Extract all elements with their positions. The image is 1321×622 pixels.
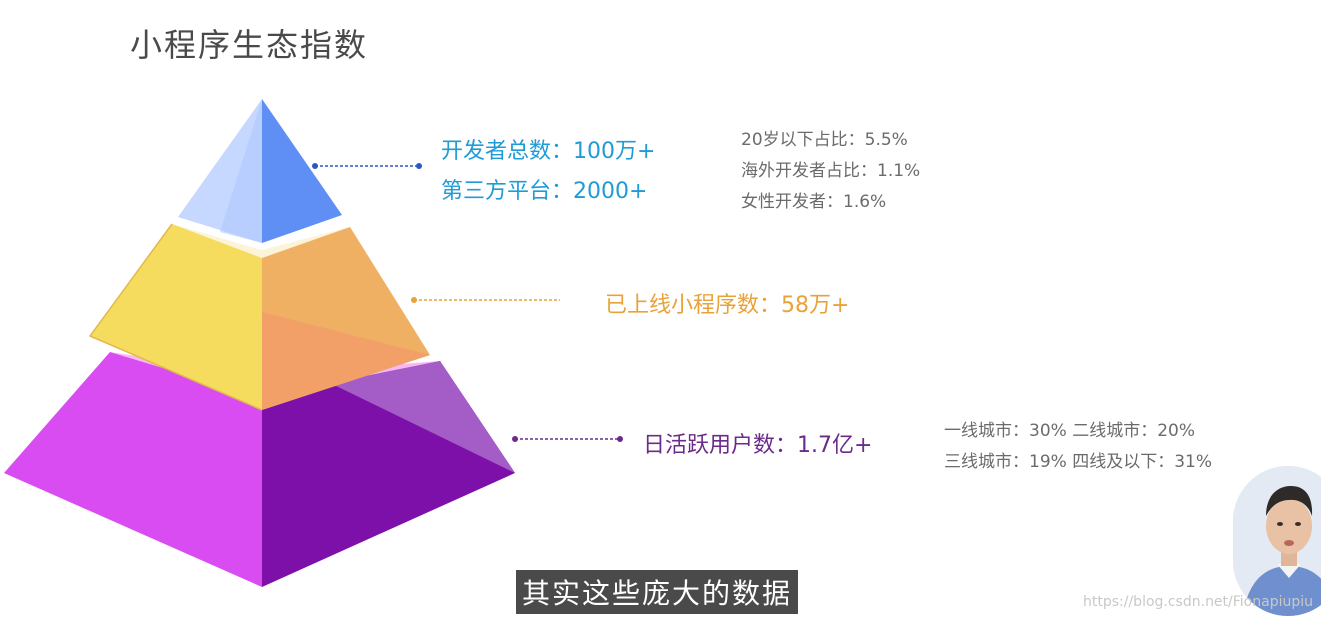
pyramid-top-mid-shade bbox=[220, 99, 262, 243]
tier-1-2-city-ratio: 一线城市：30% 二线城市：20% bbox=[944, 421, 1195, 441]
pyramid-middle-right-shade bbox=[262, 312, 430, 410]
pyramid-tier-middle bbox=[88, 223, 430, 411]
pyramid-tier-bottom bbox=[4, 352, 515, 587]
video-subtitle: 其实这些庞大的数据 bbox=[516, 570, 799, 614]
connector-top bbox=[312, 163, 422, 169]
third-party-platform-label: 第三方平台：2000+ bbox=[441, 179, 648, 204]
connector-middle bbox=[411, 297, 560, 303]
pyramid-bottom-left-face bbox=[4, 352, 262, 587]
connector-bottom-tail bbox=[560, 436, 623, 442]
watermark: https://blog.csdn.net/Fionapiupiu bbox=[1083, 594, 1313, 610]
daily-active-users-label: 日活跃用户数：1.7亿+ bbox=[643, 433, 873, 458]
overseas-developer-ratio: 海外开发者占比：1.1% bbox=[741, 161, 921, 181]
tier-3-4-city-ratio: 三线城市：19% 四线及以下：31% bbox=[944, 452, 1212, 472]
pyramid-middle-left-face bbox=[90, 224, 262, 410]
connector-bottom bbox=[512, 436, 560, 442]
pyramid-middle-top-band bbox=[172, 224, 350, 258]
pyramid-top-right-face bbox=[262, 99, 342, 243]
presenter-figure bbox=[1233, 466, 1321, 616]
developer-count-label: 开发者总数：100万+ bbox=[441, 139, 656, 164]
pyramid-bottom-right-shade bbox=[330, 361, 515, 473]
under-20-ratio: 20岁以下占比：5.5% bbox=[741, 130, 908, 150]
pyramid-diagram bbox=[4, 99, 560, 587]
presenter-avatar bbox=[1233, 466, 1321, 616]
pyramid-tier-top bbox=[178, 99, 342, 243]
female-developer-ratio: 女性开发者：1.6% bbox=[741, 192, 887, 212]
page-title: 小程序生态指数 bbox=[130, 26, 369, 64]
live-miniprogram-count-label: 已上线小程序数：58万+ bbox=[605, 293, 850, 318]
pyramid-middle-edge bbox=[88, 223, 263, 411]
